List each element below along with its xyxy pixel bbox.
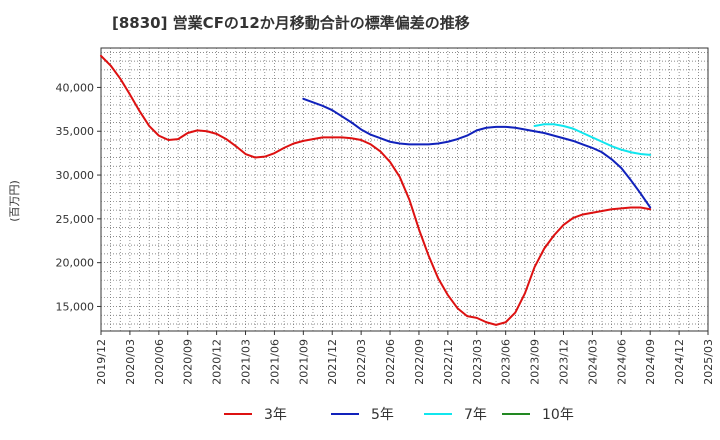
x-tick-label: 2022/12 [442, 339, 455, 385]
y-axis-label: (百万円) [8, 180, 21, 222]
x-tick-label: 2024/06 [615, 339, 628, 385]
legend-label: 7年 [464, 407, 487, 423]
x-tick-label: 2025/03 [702, 339, 715, 385]
legend-label: 10年 [542, 407, 574, 423]
series-line-2 [533, 123, 652, 156]
plot-frame [100, 47, 709, 332]
axes: 15,000 20,000 25,000 30,000 35,000 40,000 2019… [56, 81, 716, 384]
y-tick-label: 20,000 [56, 257, 95, 270]
y-tick-label: 25,000 [56, 213, 95, 226]
series-line-0 [100, 54, 652, 326]
x-tick-label: 2021/09 [297, 339, 310, 385]
y-tick-label: 15,000 [56, 300, 95, 313]
chart-title: [8830] 営業CFの12か月移動合計の標準偏差の推移 [112, 14, 470, 32]
x-tick-label: 2019/12 [95, 339, 108, 385]
x-tick-label: 2023/03 [471, 339, 484, 385]
x-tick-label: 2020/06 [153, 339, 166, 385]
legend-label: 5年 [371, 407, 394, 423]
x-tick-label: 2020/09 [182, 339, 195, 385]
x-tick-label: 2021/03 [240, 339, 253, 385]
x-tick-label: 2020/03 [124, 339, 137, 385]
y-tick-label: 35,000 [56, 125, 95, 138]
x-tick-label: 2022/06 [384, 339, 397, 385]
x-tick-label: 2023/06 [500, 339, 513, 385]
x-tick-label: 2024/12 [673, 339, 686, 385]
series-lines [100, 54, 652, 326]
x-tick-label: 2023/09 [529, 339, 542, 385]
x-tick-label: 2023/12 [557, 339, 570, 385]
grid [100, 47, 709, 332]
x-tick-label: 2024/09 [644, 339, 657, 385]
x-tick-label: 2021/12 [326, 339, 339, 385]
legend: 3年 5年 7年 10年 [224, 407, 574, 423]
x-tick-label: 2022/09 [413, 339, 426, 385]
legend-label: 3年 [264, 407, 287, 423]
x-tick-label: 2020/12 [211, 339, 224, 385]
series-line-1 [302, 97, 652, 209]
x-tick-label: 2021/06 [268, 339, 281, 385]
y-tick-label: 30,000 [56, 169, 95, 182]
x-tick-label: 2024/03 [586, 339, 599, 385]
x-tick-label: 2022/03 [355, 339, 368, 385]
y-tick-label: 40,000 [56, 81, 95, 94]
